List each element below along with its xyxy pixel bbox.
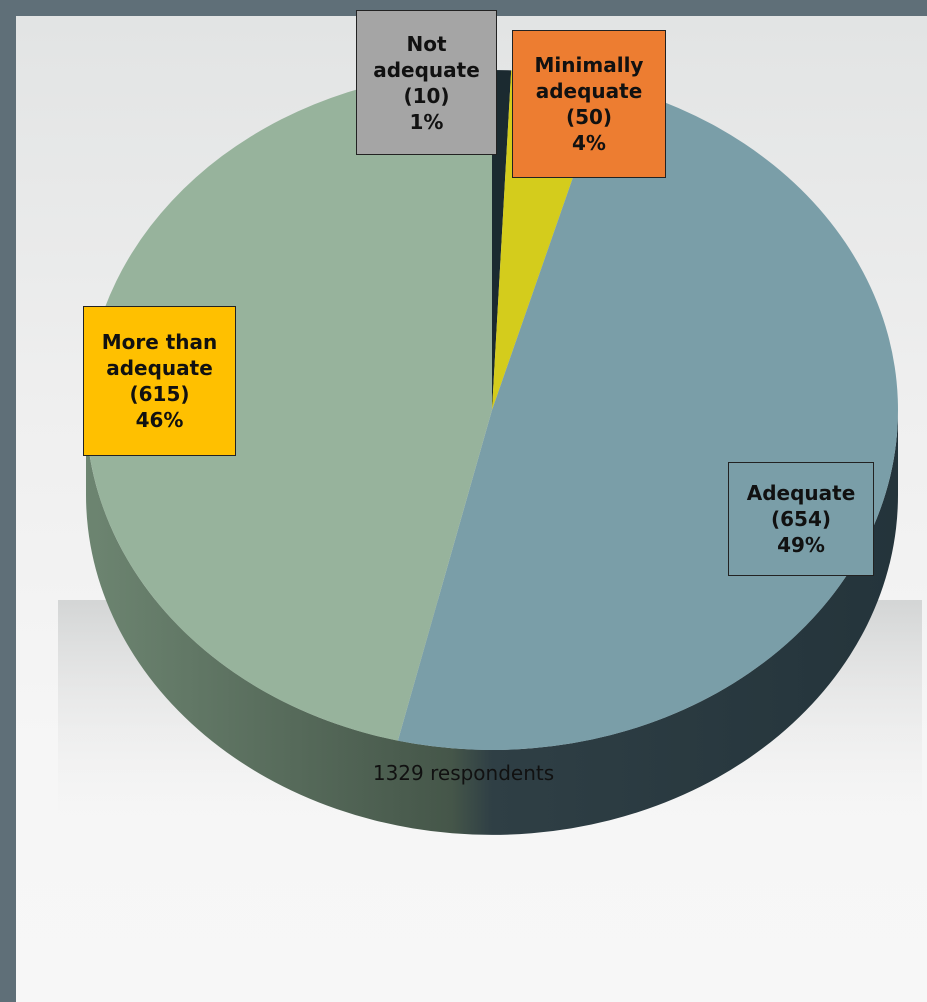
callout-minimally-adequate: Minimally adequate (50) 4% [512,30,666,178]
callout-not-adequate-percent: 1% [409,109,444,134]
callout-adequate-label: Adequate [746,481,856,505]
callout-more-than-adequate-count: (615) [129,382,190,406]
callout-more-than-adequate: More than adequate (615) 46% [83,306,236,456]
callout-not-adequate-label: Not adequate [373,31,480,82]
pie-slice-more-than-adequate [86,70,492,741]
callout-minimally-adequate-percent: 4% [572,131,606,155]
callout-minimally-adequate-count: (50) [565,105,613,129]
respondents-footnote: 1329 respondents [372,761,555,785]
callout-adequate: Adequate (654) 49% [728,462,874,576]
callout-adequate-count: (654) [770,507,832,531]
callout-not-adequate: Not adequate (10) 1% [356,10,497,155]
pie-slice-not-adequate [492,70,512,410]
pie-side [86,410,898,835]
callout-minimally-adequate-label: Minimally adequate [534,53,644,103]
pie-slice-adequate [397,83,898,750]
callout-more-than-adequate-label: More than adequate [101,330,218,380]
callout-not-adequate-count: (10) [403,83,450,108]
callout-more-than-adequate-percent: 46% [135,408,184,432]
callout-adequate-percent: 49% [777,533,825,557]
